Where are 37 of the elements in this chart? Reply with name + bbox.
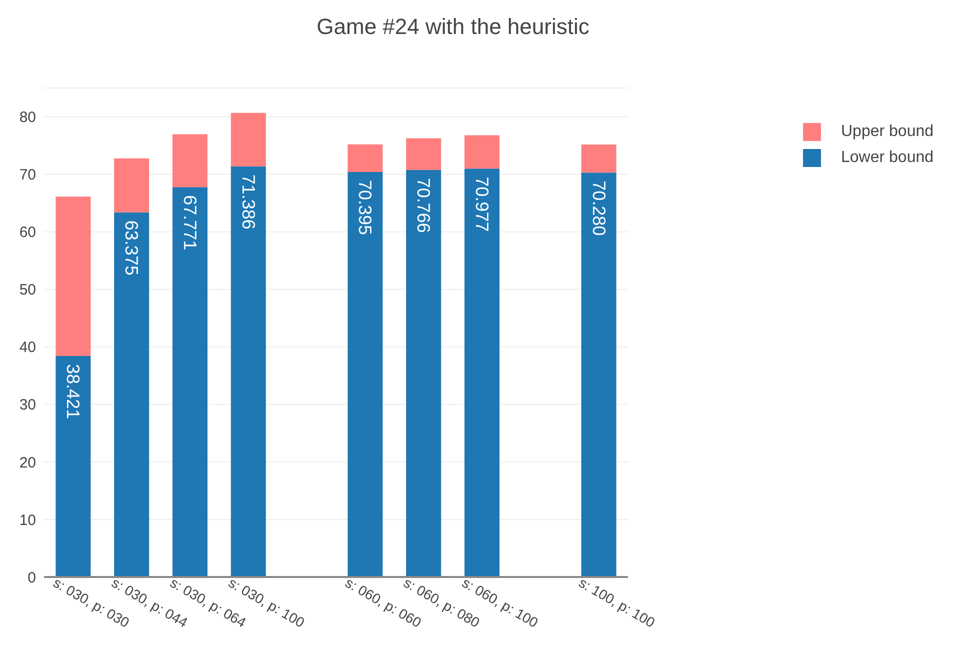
bar — [172, 134, 208, 188]
data-label: 71.386 — [238, 174, 258, 230]
bar — [406, 138, 442, 170]
y-tick-label: 60 — [19, 224, 36, 242]
y-tick-label: 70 — [19, 166, 36, 184]
bar — [581, 144, 616, 173]
bar — [56, 196, 91, 356]
data-label: 70.977 — [472, 176, 492, 232]
bar — [581, 172, 616, 577]
y-tick-label: 80 — [19, 109, 36, 126]
bar — [114, 212, 150, 577]
x-tick-label: s: 100, p: 100 — [576, 574, 658, 631]
y-tick-label: 50 — [19, 282, 36, 299]
bar — [230, 166, 266, 577]
data-label: 63.375 — [122, 220, 142, 276]
y-tick-label: 20 — [19, 454, 36, 472]
bar — [56, 356, 91, 577]
bar — [348, 144, 383, 172]
legend-label: Upper bound — [841, 123, 934, 141]
bar — [464, 135, 500, 169]
bar — [230, 112, 266, 166]
bar — [114, 158, 150, 212]
data-label: 70.280 — [588, 180, 609, 236]
y-tick-label: 30 — [19, 396, 36, 414]
data-label: 38.421 — [63, 364, 84, 420]
data-label: 70.766 — [414, 178, 434, 233]
bar — [406, 170, 442, 577]
bar — [348, 172, 383, 577]
y-tick-label: 10 — [19, 512, 36, 529]
data-label: 70.395 — [355, 180, 376, 236]
y-tick-label: 0 — [28, 569, 36, 586]
legend-label: Lower bound — [841, 149, 934, 167]
chart-title: Game #24 with the heuristic — [316, 14, 590, 40]
data-label: 67.771 — [180, 195, 200, 250]
bar — [172, 187, 208, 577]
bar — [464, 168, 500, 577]
y-tick-label: 40 — [19, 339, 36, 356]
